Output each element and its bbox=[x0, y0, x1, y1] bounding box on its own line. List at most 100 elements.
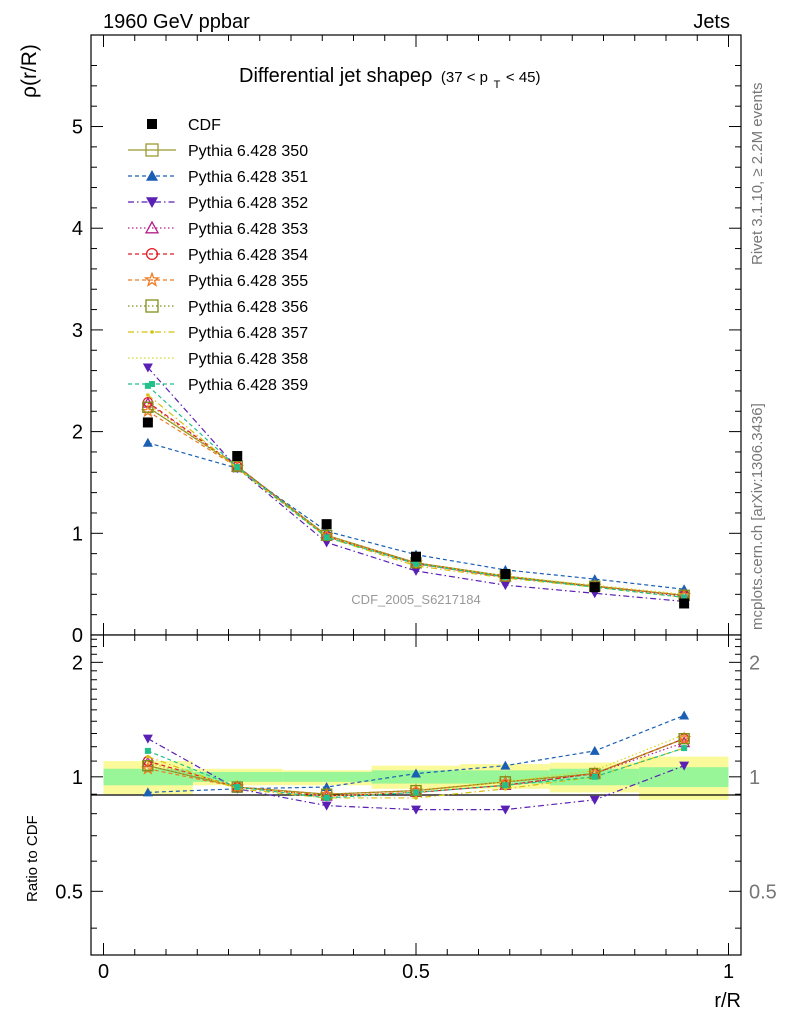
legend-label: Pythia 6.428 359 bbox=[188, 377, 308, 394]
xtick-label: 1 bbox=[723, 961, 734, 983]
ratio-point bbox=[411, 768, 421, 778]
xtick-label: 0.5 bbox=[402, 961, 430, 983]
xaxis-label: r/R bbox=[714, 990, 741, 1012]
ratio-point bbox=[681, 745, 688, 752]
cdf-data-point bbox=[411, 551, 421, 562]
ratio-point bbox=[589, 795, 600, 805]
cdf-data-point bbox=[679, 598, 690, 609]
ratio-point bbox=[500, 805, 511, 815]
mc-point bbox=[231, 460, 243, 472]
chart-title-range: (37 < p bbox=[441, 69, 488, 86]
chart-title-range-end: < 45) bbox=[506, 69, 541, 86]
ratio-ytick-label: 2 bbox=[72, 652, 83, 674]
mc-point bbox=[142, 401, 154, 413]
legend-label: Pythia 6.428 357 bbox=[188, 325, 308, 342]
mc-point bbox=[146, 393, 150, 397]
legend-label: Pythia 6.428 350 bbox=[188, 143, 308, 160]
ratio-point bbox=[323, 794, 330, 801]
legend-marker bbox=[150, 330, 154, 334]
ratio-point bbox=[500, 760, 511, 770]
top-plot-frame bbox=[90, 34, 742, 636]
cdf-data-point bbox=[142, 417, 153, 428]
watermark: CDF_2005_S6217184 bbox=[351, 592, 480, 607]
ratio-point bbox=[589, 745, 600, 755]
mc-point bbox=[234, 464, 241, 471]
ratio-panel: 0.5 0.5 1 1 2 2 0 0.5 1 Ratio to CDF r/R bbox=[24, 634, 777, 1012]
ratio-point bbox=[679, 761, 690, 771]
mc-point bbox=[142, 363, 153, 373]
legend-label: Pythia 6.428 358 bbox=[188, 351, 308, 368]
cdf-data-point bbox=[321, 519, 332, 530]
ratio-band-inner bbox=[282, 771, 372, 782]
ratio-point bbox=[678, 732, 690, 745]
mc-point bbox=[323, 534, 330, 541]
ratio-ytick-label: 1 bbox=[72, 767, 83, 789]
ratio-band-inner bbox=[639, 767, 729, 788]
chart-title-index: T bbox=[494, 79, 501, 91]
ratio-point bbox=[410, 784, 422, 797]
ratio-point bbox=[142, 759, 154, 772]
chart-title: Differential jet shapeρ (37 < p T < 45) bbox=[239, 65, 541, 93]
ratio-point bbox=[234, 784, 241, 791]
ratio-point bbox=[142, 734, 153, 744]
ratio-point bbox=[142, 787, 153, 797]
legend-marker bbox=[144, 220, 160, 234]
ratio-point bbox=[591, 773, 598, 780]
top-ytick-label: 1 bbox=[72, 523, 83, 545]
legend-label: Pythia 6.428 355 bbox=[188, 273, 308, 290]
ratio-point bbox=[144, 747, 151, 754]
ratio-point bbox=[679, 710, 690, 720]
legend-label: Pythia 6.428 351 bbox=[188, 169, 308, 186]
chart-title-main: Differential jet shapeρ bbox=[239, 65, 432, 87]
legend-marker bbox=[146, 170, 158, 181]
ratio-ytick-label-right: 2 bbox=[749, 652, 760, 674]
ratio-ytick-label-right: 1 bbox=[749, 767, 760, 789]
ratio-ylabel: Ratio to CDF bbox=[24, 815, 41, 902]
legend-marker bbox=[143, 271, 161, 287]
legend-cdf-marker bbox=[147, 119, 157, 129]
header-process: Jets bbox=[693, 11, 730, 33]
cdf-data-point bbox=[500, 568, 511, 579]
ratio-point bbox=[414, 796, 418, 800]
bottom-ticks: 0.5 0.5 1 1 2 2 0 0.5 1 bbox=[55, 635, 777, 983]
legend-label: CDF bbox=[188, 117, 221, 134]
top-ytick-label: 0 bbox=[72, 625, 83, 647]
legend-marker bbox=[145, 247, 159, 261]
cdf-data-point bbox=[232, 451, 243, 462]
top-ytick-label: 3 bbox=[72, 320, 83, 342]
legend-label: Pythia 6.428 354 bbox=[188, 247, 308, 264]
mc-point bbox=[413, 560, 419, 567]
legend-label: Pythia 6.428 356 bbox=[188, 299, 308, 316]
ratio-ytick-label: 0.5 bbox=[55, 881, 83, 903]
ratio-point bbox=[321, 801, 332, 811]
ratio-band-inner bbox=[192, 771, 283, 782]
ratio-series-group bbox=[140, 710, 692, 815]
legend-label: Pythia 6.428 353 bbox=[188, 221, 308, 238]
rivet-label: Rivet 3.1.10, ≥ 2.2M events bbox=[749, 83, 766, 266]
legend-marker bbox=[145, 143, 159, 157]
legend-marker bbox=[145, 299, 159, 313]
mc-point bbox=[500, 581, 511, 591]
mc-point bbox=[681, 594, 688, 601]
ratio-point bbox=[231, 781, 243, 793]
top-panel: 0 1 2 3 4 5 ρ(r/R) Differential jet shapeρ (3… bbox=[18, 34, 742, 647]
cdf-data-point bbox=[589, 582, 600, 593]
top-ytick-label: 4 bbox=[72, 218, 83, 240]
mc-point bbox=[142, 437, 153, 447]
ratio-ytick-label-right: 0.5 bbox=[749, 881, 777, 903]
ratio-point bbox=[413, 789, 419, 796]
ratio-point bbox=[146, 754, 150, 759]
header-energy: 1960 GeV ppbar bbox=[103, 11, 250, 33]
legend-marker bbox=[146, 197, 158, 208]
mcplots-label: mcplots.cern.ch [arXiv:1306.3436] bbox=[749, 403, 766, 630]
ratio-point bbox=[502, 782, 509, 789]
top-ylabel: ρ(r/R) bbox=[18, 44, 41, 98]
mc-point bbox=[144, 382, 151, 389]
legend: CDF Pythia 6.428 350 Pythia 6.428 351 Pythi… bbox=[128, 117, 308, 394]
legend-marker bbox=[149, 381, 155, 387]
top-ytick-label: 2 bbox=[72, 422, 83, 444]
legend-label: Pythia 6.428 352 bbox=[188, 195, 308, 212]
ratio-point bbox=[411, 805, 421, 815]
mc-point bbox=[411, 566, 421, 576]
